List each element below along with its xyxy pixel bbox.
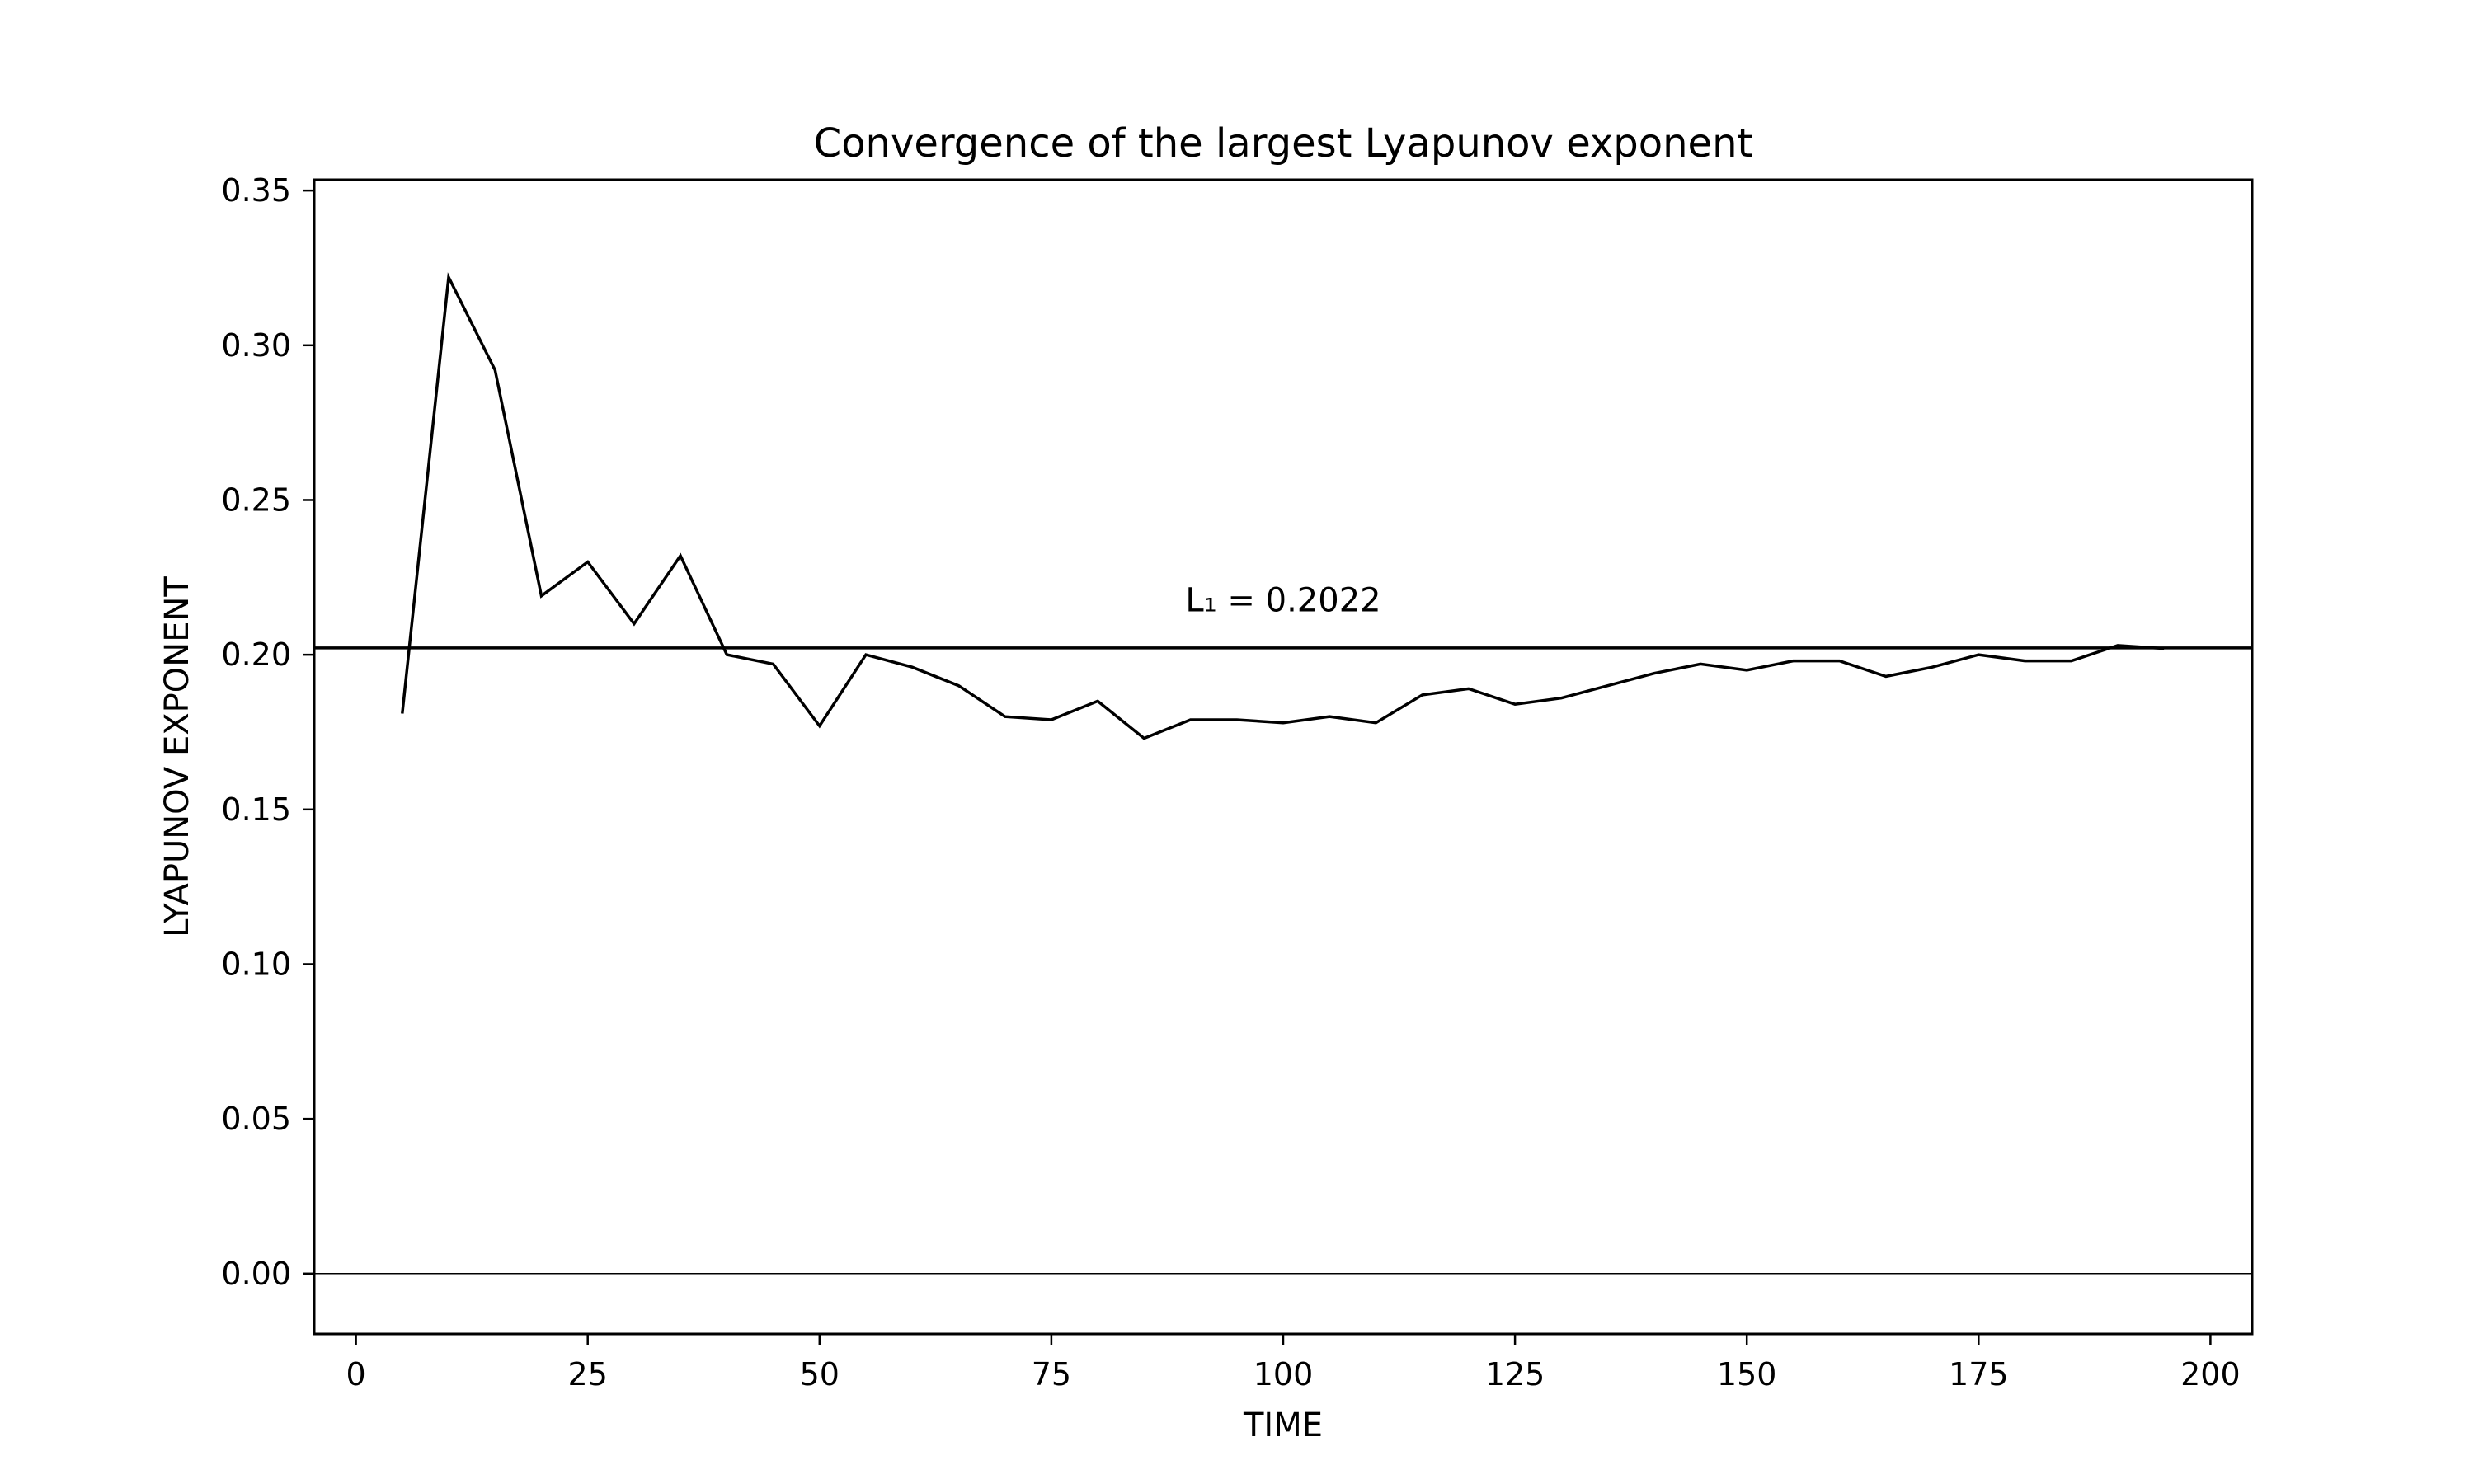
y-tick-label: 0.00: [221, 1256, 291, 1292]
x-tick-label: 150: [1717, 1356, 1777, 1392]
x-tick-label: 25: [568, 1356, 608, 1392]
x-tick-label: 175: [1949, 1356, 2009, 1392]
y-tick-label: 0.35: [221, 172, 291, 209]
x-tick-label: 200: [2180, 1356, 2241, 1392]
l1-annotation: L₁ = 0.2022: [1185, 582, 1380, 620]
y-tick-label: 0.15: [221, 791, 291, 828]
plot-frame: [313, 178, 2254, 1336]
x-tick-label: 0: [346, 1356, 366, 1392]
x-tick-label: 50: [800, 1356, 840, 1392]
y-tick-label: 0.20: [221, 636, 291, 673]
x-tick-label: 100: [1253, 1356, 1314, 1392]
x-axis-label: TIME: [1243, 1407, 1323, 1444]
reference-lines: [314, 646, 2252, 1275]
y-axis: 0.00 0.05 0.10 0.15 0.20 0.25 0.30 0.35: [221, 172, 314, 1292]
y-tick-label: 0.30: [221, 327, 291, 364]
series-line: [401, 272, 2165, 740]
series-layer: [401, 272, 2165, 740]
chart-title: Convergence of the largest Lyapunov expo…: [814, 120, 1753, 167]
y-tick-label: 0.25: [221, 481, 291, 518]
y-tick-label: 0.10: [221, 946, 291, 982]
y-axis-label: LYAPUNOV EXPONENT: [158, 576, 196, 937]
x-axis: 0 25 50 75 100 125 150 175 200: [346, 1334, 2241, 1392]
x-tick-label: 125: [1485, 1356, 1545, 1392]
x-tick-label: 75: [1032, 1356, 1071, 1392]
y-tick-label: 0.05: [221, 1101, 291, 1137]
